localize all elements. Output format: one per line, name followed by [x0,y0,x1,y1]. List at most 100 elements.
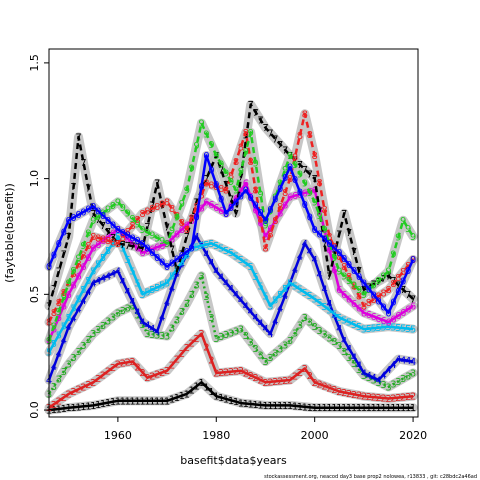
series-point-3: 4 [174,269,180,280]
series-point-5: 6 [105,232,111,243]
series-point-2: 3 [193,281,199,292]
series-point-9: 0 [375,296,381,307]
series-point-9: 0 [326,239,332,250]
series-point-6: 7 [129,242,135,253]
series-point-5: 6 [375,314,381,325]
series-point-5: 6 [51,325,57,336]
series-point-1: 2 [154,370,160,381]
series-point-3: 4 [223,278,229,289]
series-point-8: 9 [248,128,254,139]
series-point-2: 3 [380,380,386,391]
series-point-0: 1 [252,400,258,411]
series-point-9: 0 [56,239,62,250]
series-point-2: 3 [297,321,303,332]
series-point-4: 5 [154,283,160,294]
series-point-9: 0 [228,203,234,214]
series-point-6: 7 [149,200,155,211]
series-point-0: 1 [390,403,396,414]
x-axis-title: basefit$data$years [180,454,287,467]
series-point-4: 5 [361,325,367,336]
series-point-7: 8 [144,207,150,218]
series-point-9: 0 [149,248,155,259]
series-point-1: 2 [75,385,81,396]
series-point-1: 2 [193,334,199,345]
series-point-1: 2 [287,376,293,387]
series-point-1: 2 [243,369,249,380]
series-point-5: 6 [169,234,175,245]
series-point-7: 8 [385,285,391,296]
series-point-7: 8 [164,197,170,208]
series-point-8: 9 [169,226,175,237]
series-point-7: 8 [85,241,91,252]
series-point-5: 6 [302,189,308,200]
series-point-6: 7 [346,228,352,239]
series-point-8: 9 [321,225,327,236]
series-point-5: 6 [400,308,406,319]
series-point-1: 2 [203,342,209,353]
series-point-1: 2 [85,380,91,391]
series-point-8: 9 [331,253,337,264]
series-point-0: 1 [228,396,234,407]
series-point-0: 1 [307,403,313,414]
series-point-3: 4 [292,265,298,276]
series-point-3: 4 [164,298,170,309]
series-point-5: 6 [56,313,62,324]
series-point-8: 9 [208,140,214,151]
series-point-2: 3 [321,330,327,341]
series-point-6: 7 [400,285,406,296]
series-point-3: 4 [366,371,372,382]
series-point-1: 2 [174,355,180,366]
series-point-4: 5 [213,241,219,252]
series-point-7: 8 [70,269,76,280]
series-point-9: 0 [341,254,347,265]
series-point-3: 4 [331,311,337,322]
series-point-0: 1 [292,401,298,412]
series-point-4: 5 [90,267,96,278]
series-point-4: 5 [144,288,150,299]
series-point-5: 6 [238,186,244,197]
series-point-8: 9 [346,276,352,287]
series-point-4: 5 [134,278,140,289]
series-point-3: 4 [307,247,313,258]
series-line-3 [47,235,414,382]
series-point-6: 7 [405,290,411,301]
series-point-2: 3 [105,317,111,328]
series-point-2: 3 [218,332,224,343]
series-point-7: 8 [95,233,101,244]
series-point-9: 0 [223,209,229,220]
series-point-5: 6 [100,236,106,247]
series-point-3: 4 [248,307,254,318]
series-point-2: 3 [149,330,155,341]
series-point-6: 7 [233,209,239,220]
series-point-1: 2 [277,376,283,387]
series-point-5: 6 [80,262,86,273]
y-tick-label: 0.0 [28,401,41,419]
series-point-0: 1 [85,401,91,412]
series-point-6: 7 [356,266,362,277]
series-point-4: 5 [164,278,170,289]
y-axis: 0.0 0.5 1.0 1.5 [28,54,50,419]
series-point-1: 2 [307,371,313,382]
series-point-5: 6 [287,193,293,204]
series-point-6: 7 [277,140,283,151]
series-point-1: 2 [184,343,190,354]
x-tick-label: 2020 [399,429,427,442]
series-point-9: 0 [90,202,96,213]
series-line-6 [47,103,414,307]
series-point-1: 2 [375,393,381,404]
series-point-8: 9 [238,166,244,177]
series-point-8: 9 [75,253,81,264]
series-point-1: 2 [282,376,288,387]
series-point-2: 3 [375,378,381,389]
series-point-9: 0 [371,290,377,301]
series-point-8: 9 [80,241,86,252]
series-point-6: 7 [134,243,140,254]
series-point-3: 4 [169,284,175,295]
series-point-5: 6 [179,225,185,236]
series-point-1: 2 [361,392,367,403]
series-point-0: 1 [203,382,209,393]
series-point-8: 9 [189,163,195,174]
series-point-6: 7 [297,160,303,171]
series-point-6: 7 [51,284,57,295]
series-point-4: 5 [159,281,165,292]
